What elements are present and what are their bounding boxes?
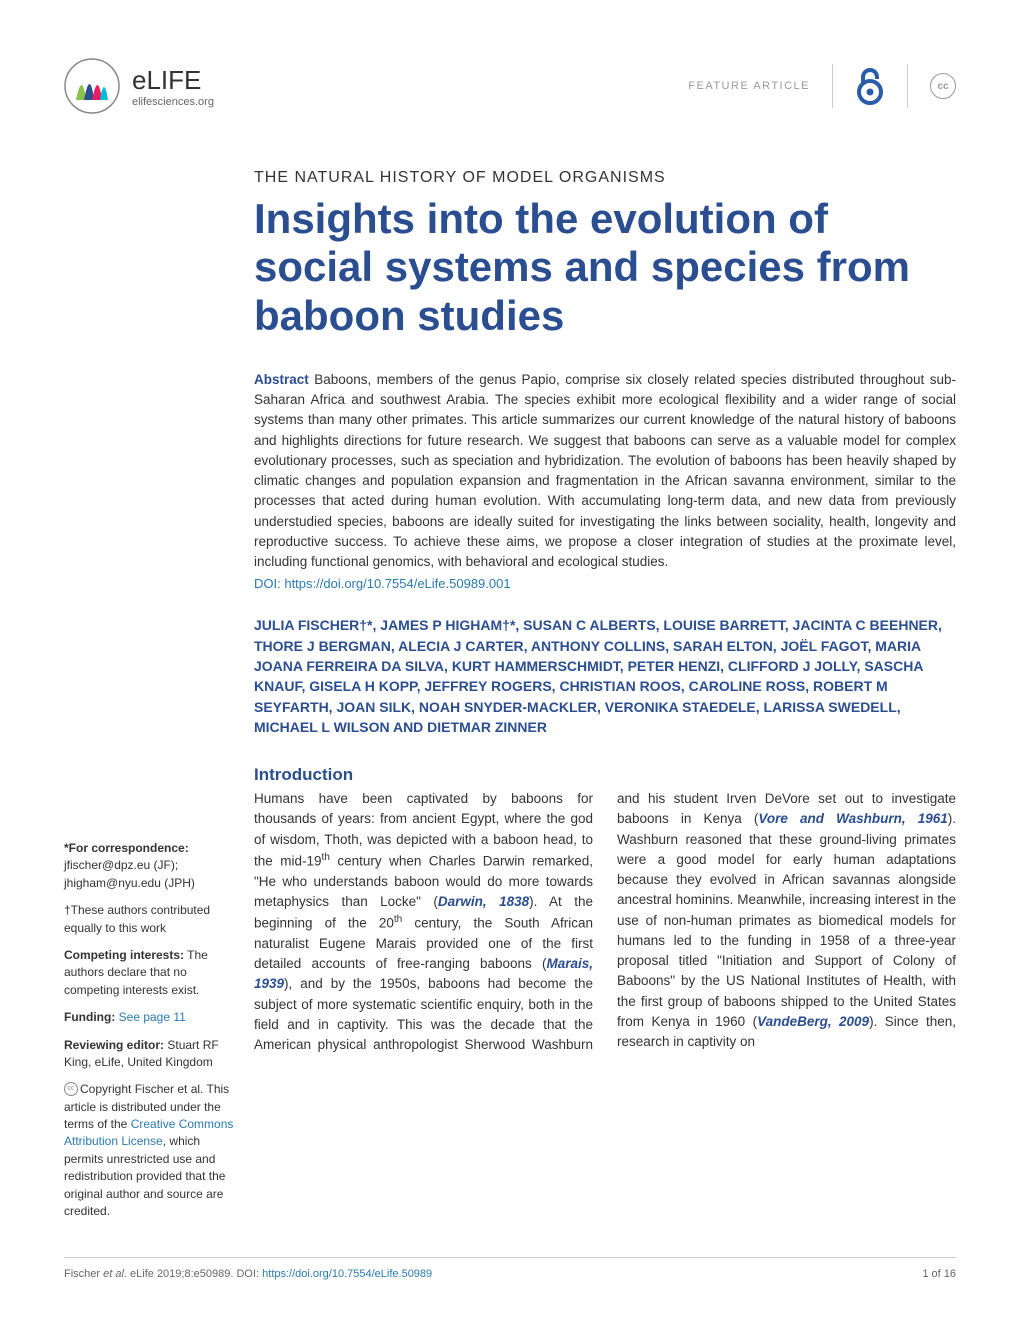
- footer-citation: Fischer et al. eLife 2019;8:e50989. DOI:…: [64, 1268, 432, 1280]
- correspondence: *For correspondence: jfischer@dpz.eu (JF…: [64, 840, 234, 892]
- author-list: JULIA FISCHER†*, JAMES P HIGHAM†*, SUSAN…: [254, 615, 956, 737]
- divider: [907, 64, 908, 108]
- article-sidebar: *For correspondence: jfischer@dpz.eu (JF…: [64, 840, 234, 1230]
- article-kicker: THE NATURAL HISTORY OF MODEL ORGANISMS: [254, 169, 956, 187]
- abstract: Abstract Baboons, members of the genus P…: [254, 370, 956, 573]
- article-title: Insights into the evolution of social sy…: [254, 195, 956, 340]
- elife-logo-icon: [64, 58, 120, 114]
- abstract-label: Abstract: [254, 372, 309, 387]
- citation-link[interactable]: Vore and Washburn, 1961: [758, 811, 947, 826]
- article-main: THE NATURAL HISTORY OF MODEL ORGANISMS I…: [254, 169, 956, 1055]
- abstract-text: Baboons, members of the genus Papio, com…: [254, 372, 956, 569]
- citation-link[interactable]: Darwin, 1838: [438, 894, 529, 909]
- competing-interests: Competing interests: The authors declare…: [64, 947, 234, 999]
- section-heading-intro: Introduction: [254, 765, 956, 785]
- page-header: eLIFE elifesciences.org FEATURE ARTICLE …: [64, 58, 956, 114]
- reviewing-editor: Reviewing editor: Stuart RF King, eLife,…: [64, 1037, 234, 1072]
- copyright-notice: ccCopyright Fischer et al. This article …: [64, 1081, 234, 1220]
- footer-doi-link[interactable]: https://doi.org/10.7554/eLife.50989: [262, 1268, 432, 1280]
- cc-license-icon: cc: [930, 73, 956, 99]
- open-access-icon: [855, 66, 885, 106]
- equal-contribution-note: †These authors contributed equally to th…: [64, 902, 234, 937]
- citation-link[interactable]: VandeBerg, 2009: [757, 1014, 869, 1029]
- journal-url[interactable]: elifesciences.org: [132, 96, 214, 108]
- logo-section: eLIFE elifesciences.org: [64, 58, 214, 114]
- cc-small-icon: cc: [64, 1082, 78, 1096]
- header-right: FEATURE ARTICLE cc: [688, 64, 956, 108]
- page-footer: Fischer et al. eLife 2019;8:e50989. DOI:…: [64, 1257, 956, 1280]
- body-text: Humans have been captivated by baboons f…: [254, 789, 956, 1055]
- journal-name: eLIFE: [132, 65, 214, 96]
- funding-info: Funding: See page 11: [64, 1009, 234, 1026]
- page-number: 1 of 16: [922, 1268, 956, 1280]
- article-type-label: FEATURE ARTICLE: [688, 80, 810, 92]
- article-doi[interactable]: DOI: https://doi.org/10.7554/eLife.50989…: [254, 576, 956, 591]
- divider: [832, 64, 833, 108]
